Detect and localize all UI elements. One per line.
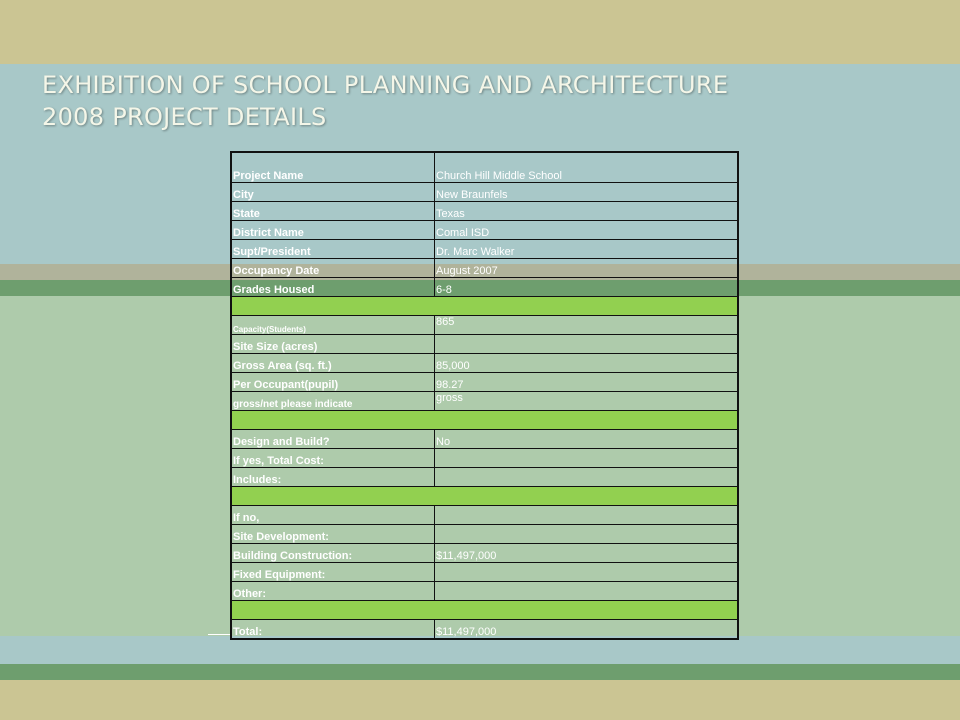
spacer-row (230, 599, 739, 620)
row-label: Site Size (acres) (230, 333, 435, 354)
row-label: If yes, Total Cost: (230, 447, 435, 468)
row-value: Dr. Marc Walker (434, 238, 739, 259)
row-value: Comal ISD (434, 219, 739, 240)
bottom-stripe-blue (0, 636, 960, 664)
bottom-stripe-green (0, 664, 960, 680)
row-label: Includes: (230, 466, 435, 487)
table-row-gross-net: gross/net please indicate gross (230, 390, 739, 411)
spacer-cell (230, 409, 739, 430)
row-value: 6-8 (434, 276, 739, 297)
row-label: Capacity(Students) (230, 314, 435, 335)
row-label: Total: (230, 618, 435, 639)
table-row-fixed-equipment: Fixed Equipment: (230, 561, 739, 582)
table-row-site-development: Site Development: (230, 523, 739, 544)
row-label: Per Occupant(pupil) (230, 371, 435, 392)
row-label: District Name (230, 219, 435, 240)
spacer-cell (230, 485, 739, 506)
row-value: August 2007 (434, 257, 739, 278)
row-label: Grades Housed (230, 276, 435, 297)
bottom-band (0, 680, 960, 720)
table-row-capacity: Capacity(Students) 865 (230, 314, 739, 335)
project-details-table: Project Name Church Hill Middle School C… (230, 151, 739, 640)
row-value (434, 333, 739, 354)
row-value: New Braunfels (434, 181, 739, 202)
row-value: $11,497,000 (434, 542, 739, 563)
table-row-occupancy-date: Occupancy Date August 2007 (230, 257, 739, 278)
decorative-tick (208, 634, 230, 635)
spacer-row (230, 295, 739, 316)
table-row-project-name: Project Name Church Hill Middle School (230, 151, 739, 183)
row-label: If no, (230, 504, 435, 525)
table-row-per-occupant: Per Occupant(pupil) 98.27 (230, 371, 739, 392)
row-value: 85,000 (434, 352, 739, 373)
row-value: $11,497,000 (434, 618, 739, 639)
table-row-design-build: Design and Build? No (230, 428, 739, 449)
row-label: Site Development: (230, 523, 435, 544)
row-label: Fixed Equipment: (230, 561, 435, 582)
table-row-supt-president: Supt/President Dr. Marc Walker (230, 238, 739, 259)
table-row-gross-area: Gross Area (sq. ft.) 85,000 (230, 352, 739, 373)
spacer-cell (230, 295, 739, 316)
top-band (0, 0, 960, 64)
table-row-site-size: Site Size (acres) (230, 333, 739, 354)
row-label: City (230, 181, 435, 202)
row-label: gross/net please indicate (230, 390, 435, 411)
table-row-city: City New Braunfels (230, 181, 739, 202)
table-row-total-cost: If yes, Total Cost: (230, 447, 739, 468)
spacer-cell (230, 599, 739, 620)
table-row-district-name: District Name Comal ISD (230, 219, 739, 240)
table-row-includes: Includes: (230, 466, 739, 487)
row-label: Occupancy Date (230, 257, 435, 278)
row-label: Building Construction: (230, 542, 435, 563)
row-value: Texas (434, 200, 739, 221)
spacer-row (230, 409, 739, 430)
table-row-grades-housed: Grades Housed 6-8 (230, 276, 739, 297)
row-value (434, 580, 739, 601)
table-row-building-construction: Building Construction: $11,497,000 (230, 542, 739, 563)
row-value: Church Hill Middle School (434, 151, 739, 183)
row-value: 865 (434, 314, 739, 335)
row-label: State (230, 200, 435, 221)
row-value (434, 447, 739, 468)
row-value (434, 523, 739, 544)
row-value: No (434, 428, 739, 449)
table-row-if-no: If no, (230, 504, 739, 525)
spacer-row (230, 485, 739, 506)
slide-title-line-2: 2008 PROJECT DETAILS (42, 103, 327, 131)
table-row-state: State Texas (230, 200, 739, 221)
row-value: 98.27 (434, 371, 739, 392)
row-value (434, 466, 739, 487)
row-value (434, 561, 739, 582)
slide-title-line-1: EXHIBITION OF SCHOOL PLANNING AND ARCHIT… (42, 71, 729, 99)
row-label: Design and Build? (230, 428, 435, 449)
row-label: Other: (230, 580, 435, 601)
row-label: Supt/President (230, 238, 435, 259)
row-label: Project Name (230, 151, 435, 183)
table-row-other: Other: (230, 580, 739, 601)
row-label: Gross Area (sq. ft.) (230, 352, 435, 373)
table-row-total: Total: $11,497,000 (230, 618, 739, 639)
row-value: gross (434, 390, 739, 411)
row-value (434, 504, 739, 525)
